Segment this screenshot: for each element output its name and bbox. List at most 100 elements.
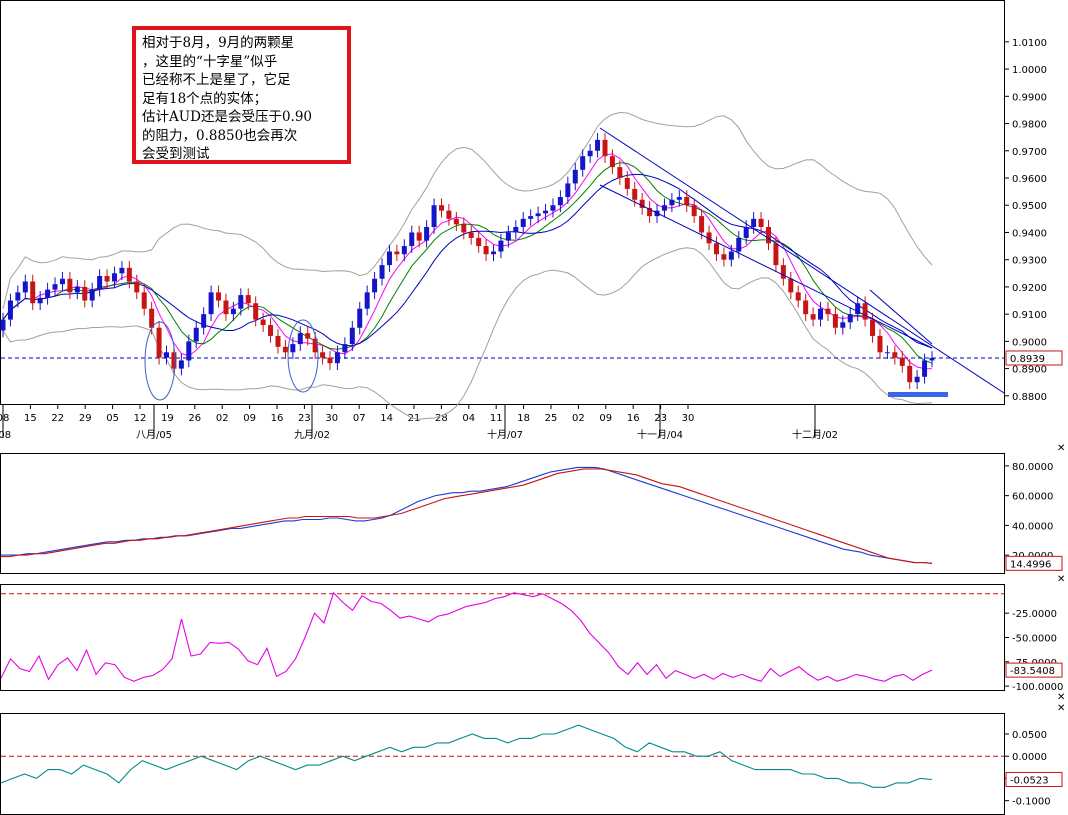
candle-body — [832, 314, 838, 328]
candle-body — [728, 251, 734, 260]
highlight-ellipse — [287, 319, 319, 393]
close-icon[interactable]: ✕ — [1057, 692, 1065, 703]
osc-series-line — [0, 724, 933, 788]
candle-body — [74, 286, 80, 293]
y-tick-label: 0.8900 — [1012, 365, 1047, 376]
annotation-line: 已经称不上是星了，它足 — [142, 72, 291, 88]
wr-tick-label: -50.0000 — [1012, 634, 1057, 645]
highlight-ellipse — [144, 321, 176, 401]
candle-body — [416, 232, 422, 241]
candle-body — [795, 292, 801, 301]
y-tick-label: 0.9100 — [1012, 310, 1047, 321]
candle-body — [45, 289, 51, 298]
y-tick-label: 0.9500 — [1012, 201, 1047, 212]
candle-body — [483, 246, 489, 255]
y-tick-label: 0.9600 — [1012, 174, 1047, 185]
candle-body — [193, 327, 199, 342]
candle-body — [847, 314, 853, 323]
x-tick-label: 11 — [490, 413, 503, 424]
candle-body — [171, 352, 177, 369]
annotation-line: 估计AUD还是会受压于0.90 — [142, 109, 313, 125]
wr-tick-label: -100.0000 — [1012, 682, 1063, 693]
candle-body — [825, 308, 831, 315]
candle-body — [713, 243, 719, 255]
y-tick-label: 1.0100 — [1012, 38, 1047, 49]
candle-body — [587, 150, 593, 157]
candle-body — [743, 227, 749, 238]
annotation-line: 相对于8月，9月的两颗星 — [142, 35, 295, 51]
candle-body — [840, 322, 846, 328]
candle-body — [438, 205, 444, 211]
y-tick-label: 0.9000 — [1012, 337, 1047, 348]
candle-body — [201, 314, 207, 328]
candle-body — [498, 240, 504, 252]
x-tick-label: 26 — [188, 413, 201, 424]
candle-body — [275, 335, 281, 347]
candle-body — [149, 308, 155, 328]
candle-body — [379, 265, 385, 279]
candle-body — [810, 314, 816, 320]
adx-panel-frame — [0, 453, 1005, 574]
candle-body — [320, 352, 326, 358]
candle-body — [134, 281, 140, 293]
osc-value-tag — [1005, 771, 1063, 787]
candle-body — [884, 352, 890, 354]
y-tick-label: 0.9300 — [1012, 256, 1047, 267]
x-tick-label: 28 — [435, 413, 448, 424]
candle-body — [186, 341, 192, 361]
candle-body — [230, 308, 236, 315]
candle-body — [290, 344, 296, 353]
x-tick-label: 04 — [462, 413, 475, 424]
month-label: 八月/05 — [136, 429, 172, 441]
x-tick-label: 02 — [216, 413, 229, 424]
candle-body — [765, 227, 771, 244]
candle-body — [535, 213, 541, 217]
annotation-text: 相对于8月，9月的两颗星 ，这里的“十字星”似乎 已经称不上是星了，它足 足有18个点… — [142, 34, 347, 164]
candle-body — [557, 197, 563, 206]
candle-body — [780, 265, 786, 279]
price-panel: 1.0100 1.0000 0.9900 0.9800 0.9700 0.9600 0.95… — [0, 38, 1063, 441]
candle-body — [922, 360, 928, 377]
candle-body — [357, 308, 363, 328]
ma-fast-line — [2, 153, 933, 370]
last-price-tag — [1005, 350, 1063, 366]
x-tick-label: 07 — [353, 413, 366, 424]
candle-body — [424, 227, 430, 241]
candle-body — [342, 344, 348, 353]
adx-tick-label: 40.0000 — [1012, 521, 1053, 532]
x-tick-label: 15 — [24, 413, 37, 424]
candle-body — [453, 218, 459, 225]
wr-panel: -25.0000-50.0000-75.0000-100.0000-83.540… — [0, 591, 1063, 693]
candle-body — [245, 295, 251, 304]
candle-body — [773, 243, 779, 266]
candle-body — [513, 227, 519, 233]
close-icon[interactable]: ✕ — [1057, 703, 1065, 714]
close-icon[interactable]: ✕ — [1057, 443, 1065, 454]
candle-body — [550, 205, 556, 211]
x-tick-label: 25 — [545, 413, 558, 424]
x-tick-label: 09 — [599, 413, 612, 424]
candle-body — [349, 327, 355, 345]
close-icon[interactable]: ✕ — [1057, 574, 1065, 585]
x-tick-label: 22 — [51, 413, 64, 424]
candle-body — [386, 251, 392, 266]
candle-body — [7, 300, 13, 320]
candle-body — [751, 218, 757, 228]
candle-body — [297, 333, 303, 345]
candle-body — [461, 224, 467, 233]
wr-value-label: -83.5408 — [1010, 666, 1055, 677]
candle-body — [736, 237, 742, 252]
candle-body — [855, 303, 861, 315]
candle-body — [364, 292, 370, 309]
adx-tick-label: 80.0000 — [1012, 462, 1053, 473]
bollinger-lower — [2, 247, 933, 420]
candle-body — [119, 267, 125, 274]
candle-body — [870, 319, 876, 336]
candle-body — [565, 183, 571, 198]
annotation-line: ，这里的“十字星”似乎 — [142, 53, 278, 70]
candle-body — [260, 319, 266, 326]
wr-tick-label: -25.0000 — [1012, 609, 1057, 620]
candle-body — [609, 156, 615, 168]
candle-body — [372, 278, 378, 293]
